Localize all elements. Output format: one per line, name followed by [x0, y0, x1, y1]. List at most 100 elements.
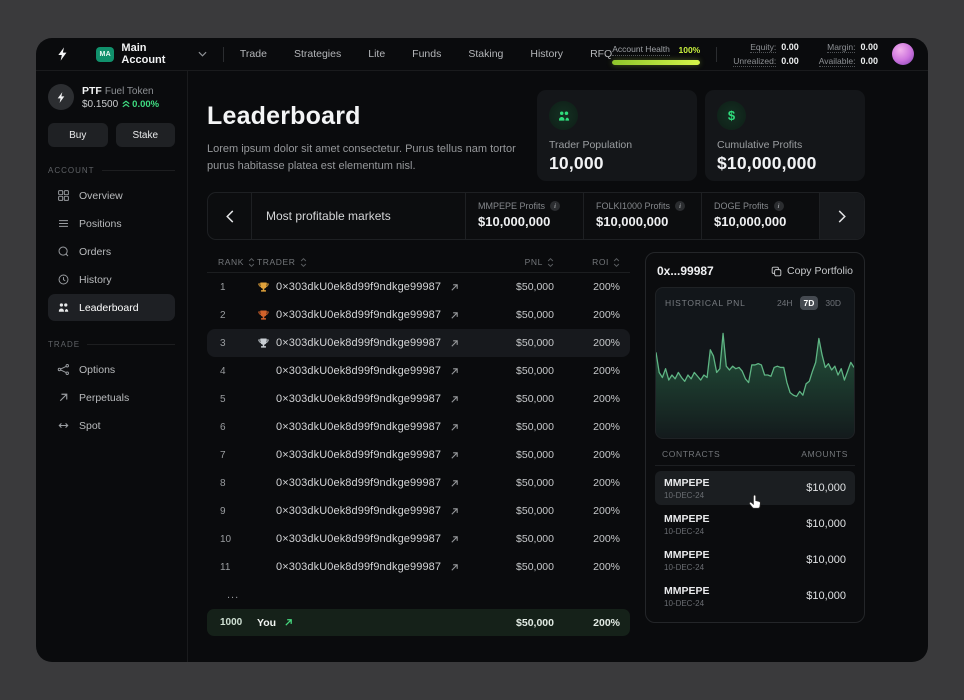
- nav-item-trade[interactable]: Trade: [239, 48, 267, 60]
- page-subtitle: Lorem ipsum dolor sit amet consectetur. …: [207, 143, 516, 173]
- avatar[interactable]: [892, 43, 914, 65]
- table-row[interactable]: 11 0×303dkU0ek8d99f9ndkge99987 $50,000 200%: [207, 553, 630, 581]
- copy-portfolio-button[interactable]: Copy Portfolio: [771, 265, 853, 277]
- margin-stats: Equity: 0.00 Margin: 0.00 Unrealized: 0.00 Ava…: [733, 42, 878, 67]
- external-link-icon[interactable]: [450, 451, 459, 460]
- contract-row[interactable]: MMPEPE 10-DEC-24 $10,000: [655, 579, 855, 613]
- trader-address: 0×303dkU0ek8d99f9ndkge99987: [276, 449, 442, 461]
- external-link-icon[interactable]: [450, 339, 459, 348]
- external-link-icon[interactable]: [450, 535, 459, 544]
- topbar-stat-label: Equity:: [750, 41, 777, 53]
- external-link-icon[interactable]: [284, 618, 293, 627]
- sort-icon[interactable]: [248, 257, 255, 268]
- main-content: Leaderboard Lorem ipsum dolor sit amet c…: [188, 71, 928, 662]
- table-row[interactable]: 4 0×303dkU0ek8d99f9ndkge99987 $50,000 200%: [207, 357, 630, 385]
- stake-button[interactable]: Stake: [115, 123, 175, 147]
- sidebar-item-perpetuals[interactable]: Perpetuals: [48, 384, 175, 411]
- trader-address: 0×303dkU0ek8d99f9ndkge99987: [276, 309, 442, 321]
- column-header-roi[interactable]: ROI: [554, 252, 620, 272]
- contract-row[interactable]: MMPEPE 10-DEC-24 $10,000: [655, 471, 855, 505]
- trader-cell: 0×303dkU0ek8d99f9ndkge99987: [257, 505, 458, 518]
- contract-row[interactable]: MMPEPE 10-DEC-24 $10,000: [655, 543, 855, 577]
- sidebar-item-label: Positions: [79, 217, 122, 230]
- external-link-icon[interactable]: [450, 423, 459, 432]
- clock-icon: [57, 273, 70, 286]
- sort-icon[interactable]: [613, 257, 620, 268]
- sidebar-item-overview[interactable]: Overview: [48, 182, 175, 209]
- nav-item-staking[interactable]: Staking: [468, 48, 504, 60]
- market-columns: MMPEPE Profits i $10,000,000 FOLKI1000 Prof…: [465, 193, 819, 239]
- table-row[interactable]: 10 0×303dkU0ek8d99f9ndkge99987 $50,000 200%: [207, 525, 630, 553]
- table-row[interactable]: 8 0×303dkU0ek8d99f9ndkge99987 $50,000 200%: [207, 469, 630, 497]
- trophy-silver-icon: [257, 337, 270, 350]
- trader-cell: 0×303dkU0ek8d99f9ndkge99987: [257, 393, 458, 406]
- topbar: MA Main Account Trade Strategies Lite Funds…: [36, 38, 928, 71]
- contract-name: MMPEPE: [664, 512, 710, 525]
- pnl-cell: $50,000: [516, 309, 554, 321]
- external-link-icon[interactable]: [450, 563, 459, 572]
- sort-icon[interactable]: [547, 257, 554, 268]
- info-icon[interactable]: i: [773, 201, 784, 211]
- external-link-icon[interactable]: [450, 311, 459, 320]
- table-row[interactable]: 2 0×303dkU0ek8d99f9ndkge99987 $50,000 200%: [207, 301, 630, 329]
- trader-cell: 0×303dkU0ek8d99f9ndkge99987: [257, 561, 458, 574]
- stat-card-value: $10,000,000: [717, 153, 817, 173]
- contract-info: MMPEPE 10-DEC-24: [664, 549, 710, 572]
- carousel-prev-button[interactable]: [208, 193, 252, 239]
- contract-amount: $10,000: [806, 518, 846, 530]
- stat-card: Trader Population 10,000: [537, 90, 697, 181]
- sidebar-item-leaderboard[interactable]: Leaderboard: [48, 294, 175, 321]
- external-link-icon[interactable]: [450, 507, 459, 516]
- market-column: MMPEPE Profits i $10,000,000: [465, 193, 583, 239]
- roi-cell: 200%: [593, 505, 620, 517]
- pnl-cell: $50,000: [516, 533, 554, 545]
- market-label: DOGE Profits: [714, 201, 769, 211]
- pnl-cell: $50,000: [516, 281, 554, 293]
- nav-item-lite[interactable]: Lite: [368, 48, 386, 60]
- nav-item-history[interactable]: History: [530, 48, 564, 60]
- column-header-trader[interactable]: TRADER: [257, 252, 450, 272]
- stat-card-value: 10,000: [549, 153, 604, 173]
- account-switcher[interactable]: MA Main Account: [96, 42, 207, 66]
- token-symbol: PTF: [82, 84, 102, 97]
- table-row[interactable]: 5 0×303dkU0ek8d99f9ndkge99987 $50,000 200%: [207, 385, 630, 413]
- pnl-cell: $50,000: [516, 449, 554, 461]
- rank-cell: 11: [220, 561, 231, 573]
- carousel-next-button[interactable]: [819, 193, 864, 239]
- table-row[interactable]: 7 0×303dkU0ek8d99f9ndkge99987 $50,000 200%: [207, 441, 630, 469]
- column-header-pnl[interactable]: PNL: [450, 252, 554, 272]
- table-row[interactable]: 1 0×303dkU0ek8d99f9ndkge99987 $50,000 200%: [207, 273, 630, 301]
- nav-item-funds[interactable]: Funds: [412, 48, 442, 60]
- column-header-rank[interactable]: RANK: [207, 252, 257, 272]
- info-icon[interactable]: i: [675, 201, 686, 211]
- buy-button[interactable]: Buy: [48, 123, 108, 147]
- sidebar-item-spot[interactable]: Spot: [48, 412, 175, 439]
- sidebar-item-label: Spot: [79, 419, 101, 432]
- sidebar-item-options[interactable]: Options: [48, 356, 175, 383]
- nav-item-strategies[interactable]: Strategies: [293, 48, 342, 60]
- you-row[interactable]: 1000 You $50,000 200%: [207, 609, 630, 636]
- rank-cell: 5: [220, 393, 226, 405]
- table-ellipsis: ...: [227, 588, 240, 601]
- range-30d[interactable]: 30D: [825, 298, 841, 308]
- contract-row[interactable]: MMPEPE 10-DEC-24 $10,000: [655, 507, 855, 541]
- table-row[interactable]: 3 0×303dkU0ek8d99f9ndkge99987 $50,000 200%: [207, 329, 630, 357]
- portfolio-panel: 0x...99987 Copy Portfolio HISTORICAL PNL…: [645, 252, 865, 623]
- external-link-icon[interactable]: [450, 367, 459, 376]
- nav-item-rfq[interactable]: RFQ: [590, 48, 613, 60]
- rank-cell: 3: [220, 337, 226, 349]
- sidebar-item-positions[interactable]: Positions: [48, 210, 175, 237]
- external-link-icon[interactable]: [450, 283, 459, 292]
- table-row[interactable]: 6 0×303dkU0ek8d99f9ndkge99987 $50,000 200%: [207, 413, 630, 441]
- info-icon[interactable]: i: [550, 201, 561, 211]
- sidebar-item-history[interactable]: History: [48, 266, 175, 293]
- external-link-icon[interactable]: [450, 395, 459, 404]
- contract-amount: $10,000: [806, 482, 846, 494]
- table-row[interactable]: 9 0×303dkU0ek8d99f9ndkge99987 $50,000 200%: [207, 497, 630, 525]
- sort-icon[interactable]: [300, 257, 307, 268]
- range-24h[interactable]: 24H: [776, 298, 793, 308]
- chevron-left-icon: [225, 209, 233, 223]
- external-link-icon[interactable]: [450, 479, 459, 488]
- sidebar-item-orders[interactable]: Orders: [48, 238, 175, 265]
- range-7d[interactable]: 7D: [799, 296, 819, 310]
